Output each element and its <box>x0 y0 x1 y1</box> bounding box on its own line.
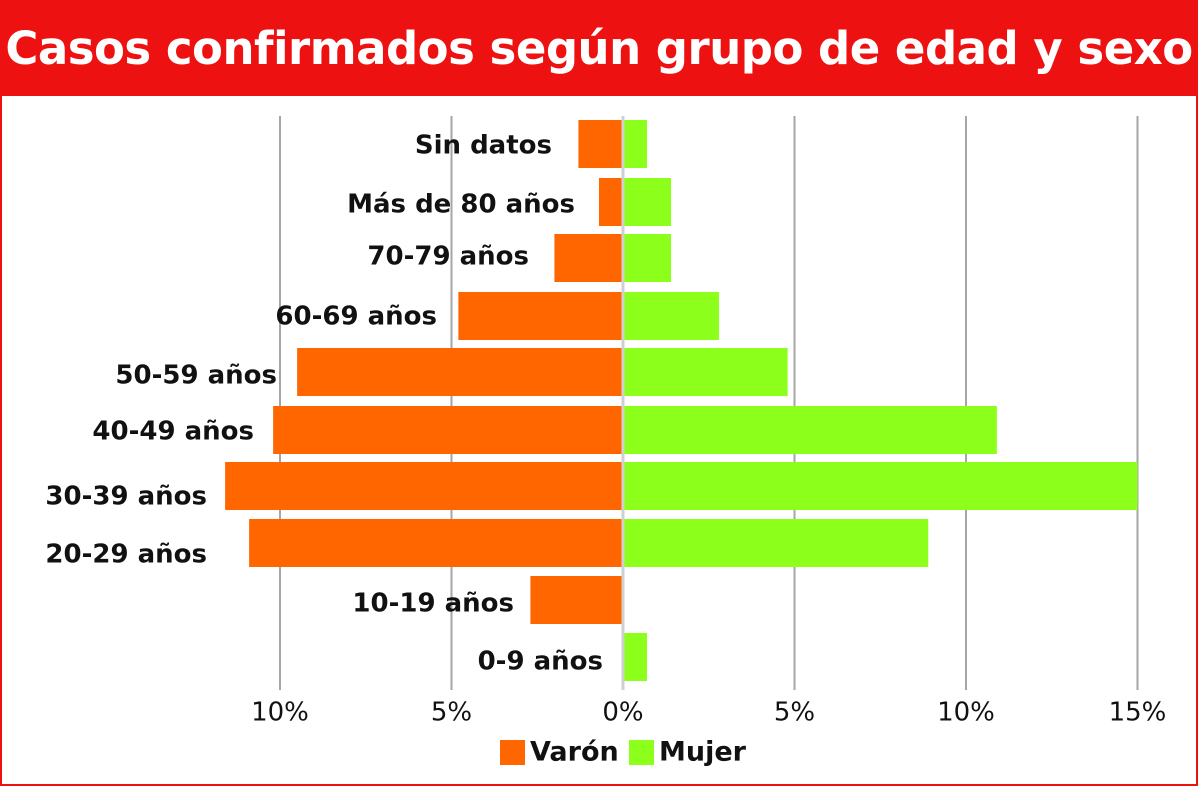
female-bar-2 <box>623 234 672 282</box>
title-bar: Casos confirmados según grupo de edad y … <box>0 0 1198 96</box>
male-bar-8 <box>530 576 623 624</box>
category-label: 60-69 años <box>275 302 437 332</box>
category-labels: Sin datos Más de 80 años 70-79 años 60-69 a… <box>45 131 603 677</box>
legend-label-male: Varón <box>530 737 619 768</box>
male-bar-4 <box>297 348 623 396</box>
x-tick-label: 10% <box>251 698 309 728</box>
category-label: 40-49 años <box>92 417 254 447</box>
male-bar-3 <box>458 292 623 340</box>
category-label: Más de 80 años <box>347 190 575 220</box>
female-bar-9 <box>623 633 648 681</box>
legend-swatch-male <box>500 740 525 765</box>
category-label: 30-39 años <box>45 482 207 512</box>
category-label: Sin datos <box>415 131 552 161</box>
x-tick-label: 15% <box>1109 698 1167 728</box>
grid-lines <box>279 116 1139 690</box>
x-tick-label: 0% <box>602 698 643 728</box>
legend-label-female: Mujer <box>659 737 747 768</box>
male-bar-2 <box>554 234 623 282</box>
female-bar-0 <box>623 120 648 168</box>
male-bar-6 <box>225 462 623 510</box>
female-bar-3 <box>623 292 720 340</box>
male-bar-1 <box>598 178 623 226</box>
category-label: 50-59 años <box>115 361 277 391</box>
female-bar-4 <box>623 348 788 396</box>
category-label: 10-19 años <box>352 589 514 619</box>
x-tick-label: 5% <box>431 698 472 728</box>
category-label: 70-79 años <box>367 242 529 272</box>
legend-swatch-female <box>629 740 654 765</box>
female-bar-6 <box>623 462 1138 510</box>
category-label: 0-9 años <box>478 647 603 677</box>
bars <box>225 120 1138 681</box>
x-tick-label: 10% <box>937 698 995 728</box>
x-tick-labels: 10% 5% 0% 5% 10% 15% <box>251 698 1166 728</box>
male-bar-5 <box>273 406 623 454</box>
chart-title: Casos confirmados según grupo de edad y … <box>5 21 1193 75</box>
male-bar-0 <box>578 120 623 168</box>
legend: Varón Mujer <box>500 737 747 768</box>
female-bar-7 <box>623 519 929 567</box>
x-tick-label: 5% <box>774 698 815 728</box>
female-bar-1 <box>623 178 672 226</box>
male-bar-7 <box>249 519 623 567</box>
category-label: 20-29 años <box>45 540 207 570</box>
female-bar-5 <box>623 406 997 454</box>
